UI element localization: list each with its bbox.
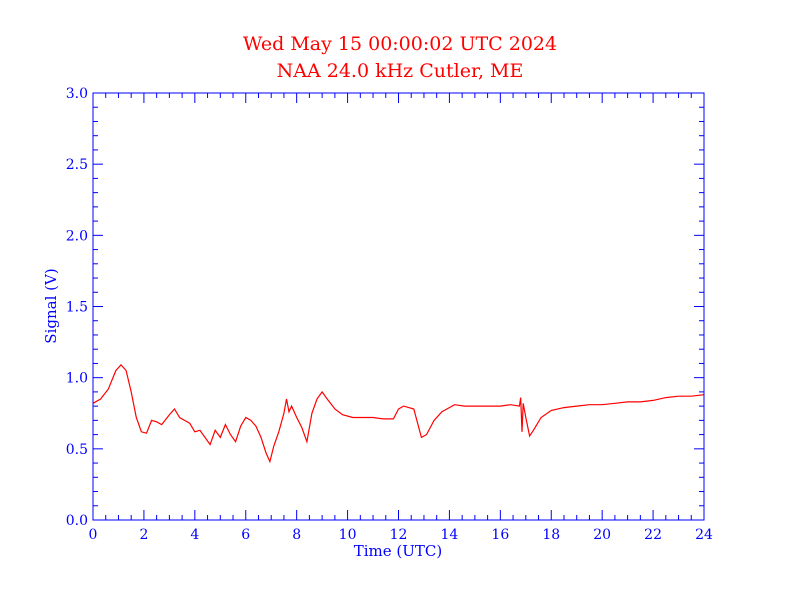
axis-ticks	[92, 92, 705, 521]
y-tick-labels: 0.0 0.5 1.0 1.5 2.0 2.5 3.0	[66, 86, 88, 529]
plot-frame	[92, 92, 705, 521]
x-tick-label: 2	[139, 527, 148, 543]
y-tick-label: 2.5	[66, 157, 88, 173]
y-tick-label: 1.5	[66, 300, 88, 316]
y-tick-label: 1.0	[66, 371, 88, 387]
x-tick-label: 16	[491, 527, 509, 543]
x-tick-label: 22	[644, 527, 662, 543]
x-tick-label: 8	[292, 527, 301, 543]
x-tick-label: 6	[241, 527, 250, 543]
y-tick-label: 0.0	[66, 513, 88, 529]
chart-subtitle: NAA 24.0 kHz Cutler, ME	[277, 60, 524, 82]
y-axis-label: Signal (V)	[42, 268, 60, 343]
x-tick-label: 10	[339, 527, 357, 543]
x-tick-label: 12	[390, 527, 408, 543]
chart-title: Wed May 15 00:00:02 UTC 2024	[243, 33, 557, 55]
signal-series-line	[92, 364, 705, 464]
y-tick-label: 3.0	[66, 86, 88, 102]
x-axis-label: Time (UTC)	[354, 542, 443, 560]
y-tick-label: 2.0	[66, 228, 88, 244]
x-tick-labels: 0 2 4 6 8 10 12 14 16 18 20 22 24	[89, 527, 713, 543]
x-tick-label: 24	[695, 527, 713, 543]
x-tick-label: 4	[190, 527, 199, 543]
x-tick-label: 0	[89, 527, 98, 543]
y-tick-label: 0.5	[66, 442, 88, 458]
x-tick-label: 20	[593, 527, 611, 543]
x-tick-label: 14	[441, 527, 459, 543]
x-tick-label: 18	[542, 527, 560, 543]
